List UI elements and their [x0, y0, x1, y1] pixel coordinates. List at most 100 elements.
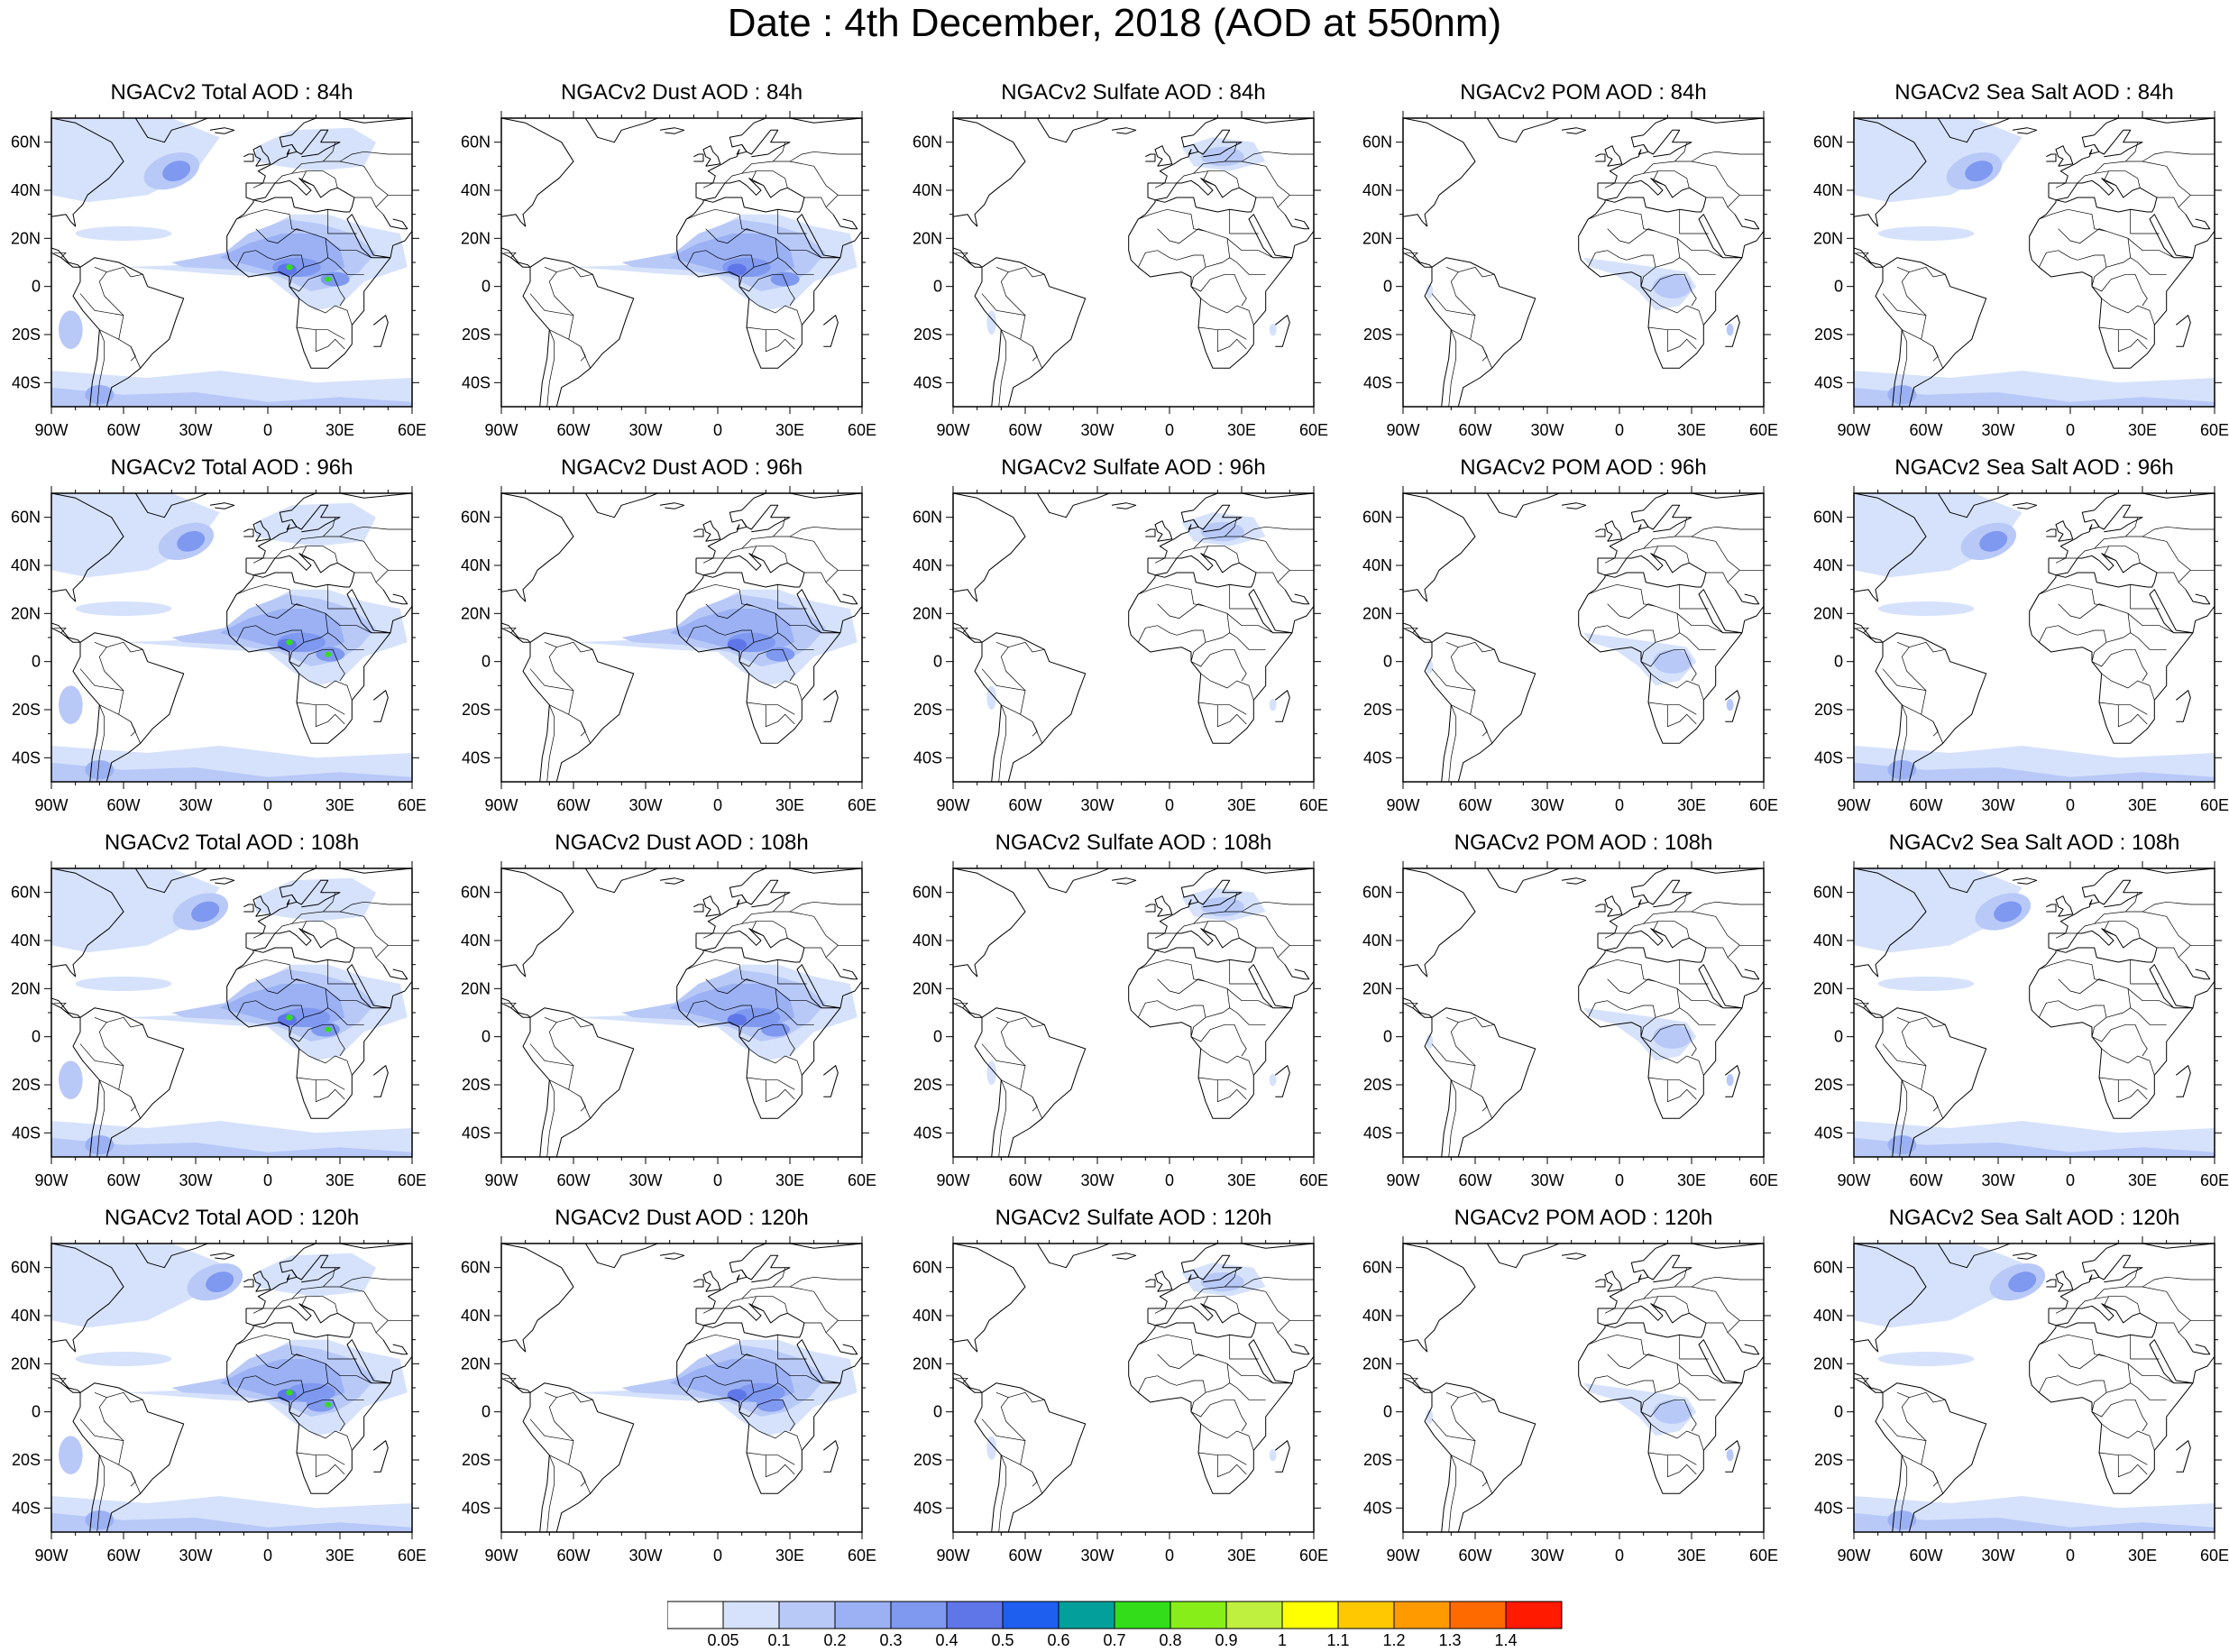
panel-title: NGACv2 Dust AOD : 108h: [555, 831, 809, 855]
country-border: [1225, 892, 1238, 913]
lat-tick-label: 20S: [1814, 1076, 1843, 1094]
lon-tick-label: 30E: [2128, 796, 2157, 814]
panel-title: NGACv2 Sea Salt AOD : 96h: [1894, 455, 2174, 480]
lat-tick-label: 0: [1834, 653, 1843, 671]
lat-tick-label: 40S: [913, 1124, 942, 1142]
country-border: [775, 238, 821, 259]
lat-tick-label: 60N: [913, 1259, 942, 1277]
country-border: [702, 1308, 725, 1314]
coastline-britain: [702, 145, 721, 167]
country-border: [2029, 959, 2132, 1037]
country-border: [748, 1048, 803, 1076]
country-border: [327, 584, 357, 610]
coastline-centralAmerica: [51, 997, 81, 1018]
lon-tick-label: 30W: [1981, 1546, 2014, 1565]
country-border: [2142, 151, 2215, 162]
map-svg: 60N 40N 20N 0 20S 40S 90W 60W 30W 0 30E 60E: [913, 1236, 1328, 1565]
lon-tick-label: 30W: [628, 1171, 662, 1189]
country-border: [685, 250, 755, 268]
coastline-arabiaGulf: [382, 589, 408, 605]
colorbar-cell-0: [666, 1601, 724, 1629]
lat-tick-label: 40N: [461, 556, 491, 574]
country-border: [1256, 197, 1286, 215]
colorbar-svg: 0.05 0.1 0.2 0.3 0.4 0.5 0.6 0.7 0.8 0.9 1 1.1 1.2 1.…: [666, 1601, 1563, 1649]
coastline-southAmerica: [522, 1007, 635, 1157]
lat-tick-label: 40S: [1814, 748, 1843, 766]
seasalt-southern-ocean-band: [1854, 387, 2215, 407]
coastline-madagascar: [1274, 1065, 1290, 1097]
map-panel-dust-84h: NGACv2 Dust AOD : 84h 60N 40N 20N 0 20S 40S 90W…: [450, 80, 901, 455]
country-border: [676, 1334, 779, 1412]
dust-hotspot-west-core: [727, 1014, 747, 1026]
country-border: [363, 916, 412, 946]
coastline-scandiaBaltic: [2094, 1254, 2143, 1283]
map-svg: 60N 40N 20N 0 20S 40S 90W 60W 30W 0 30E 60E: [1362, 486, 1778, 814]
country-border: [738, 273, 795, 307]
pacific-coast-haze: [59, 1060, 83, 1099]
country-border: [1587, 625, 1656, 643]
coastline-scandiaBaltic: [741, 1254, 791, 1283]
coastline-centralAmerica: [953, 997, 983, 1018]
lat-tick-label: 20S: [1363, 1076, 1392, 1094]
country-border: [1200, 1423, 1254, 1451]
coastline-ireland: [243, 1279, 254, 1288]
country-border: [2130, 1007, 2167, 1025]
country-border: [2117, 1079, 2148, 1103]
map-panel-seasalt-120h: NGACv2 Sea Salt AOD : 120h 60N 40N 20N 0 20S 4…: [1802, 1206, 2229, 1581]
lon-tick-label: 60W: [1008, 796, 1041, 814]
lon-tick-label: 30W: [179, 796, 212, 814]
lon-tick-label: 60W: [1458, 421, 1491, 439]
country-border: [981, 1043, 1026, 1090]
country-border: [1202, 1296, 1215, 1312]
coastline-centralAmerica: [1403, 1372, 1433, 1393]
dust-hotspot-east: [756, 1397, 785, 1412]
map-svg: 60N 40N 20N 0 20S 40S 90W 60W 30W 0 30E 60E: [11, 486, 427, 814]
lat-tick-label: 20S: [1363, 701, 1392, 719]
country-border: [503, 1377, 517, 1383]
country-border: [1197, 1452, 1247, 1465]
country-border: [1932, 346, 1939, 362]
coastline-madagascar: [1274, 1440, 1290, 1473]
country-border: [2178, 195, 2191, 207]
map-panel-total-84h: NGACv2 Total AOD : 84h 60N 40N 20N 0 20S 40S 90…: [0, 80, 451, 455]
country-border: [354, 197, 384, 215]
coastline-britain: [2055, 1271, 2074, 1292]
country-border: [1241, 1276, 1314, 1288]
coastline-ireland: [1145, 1279, 1156, 1288]
country-border: [1679, 1335, 1709, 1360]
country-border: [1909, 266, 1946, 278]
lon-tick-label: 60E: [1749, 421, 1778, 439]
lon-tick-label: 90W: [936, 1171, 969, 1189]
coastline-northAmerica: [953, 1244, 1026, 1353]
seasalt-trade-wind-band: [1877, 601, 1975, 616]
country-border: [750, 170, 764, 187]
coastline-scandiaBaltic: [1643, 879, 1692, 908]
country-border: [1451, 1079, 1493, 1119]
country-border: [1727, 195, 1740, 207]
coastline-iceland: [659, 1253, 685, 1260]
country-border: [2117, 329, 2148, 353]
country-border: [556, 1016, 593, 1028]
colorbar-label: 1: [1278, 1631, 1287, 1647]
country-border: [2103, 170, 2116, 187]
coastline-scandiaBaltic: [1193, 504, 1243, 533]
lat-tick-label: 20S: [462, 1076, 491, 1094]
country-border: [1137, 1000, 1206, 1018]
lon-tick-label: 90W: [34, 1546, 68, 1565]
country-border: [255, 978, 305, 995]
country-border: [79, 668, 124, 715]
lat-tick-label: 0: [482, 1028, 491, 1046]
country-border: [323, 142, 336, 162]
lon-tick-label: 30W: [628, 796, 662, 814]
country-border: [2125, 517, 2139, 537]
lon-tick-label: 60W: [106, 796, 140, 814]
coastline-southAmerica: [72, 632, 185, 782]
country-border: [724, 1296, 788, 1314]
lat-tick-label: 20N: [1362, 979, 1392, 997]
country-border: [1666, 1455, 1697, 1478]
dust-hotspot-west-core: [727, 263, 747, 276]
lat-tick-label: 40N: [1813, 181, 1843, 199]
lat-tick-label: 60N: [1362, 1259, 1392, 1277]
country-border: [746, 1452, 795, 1465]
coastline-madagascar: [1724, 1065, 1740, 1097]
